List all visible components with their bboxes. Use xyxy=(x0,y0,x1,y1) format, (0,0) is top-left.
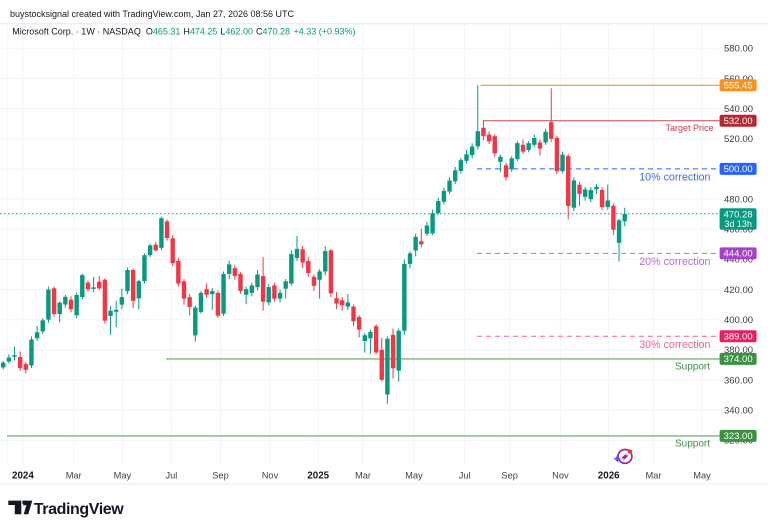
svg-text:444.00: 444.00 xyxy=(724,249,753,260)
svg-text:May: May xyxy=(405,470,423,480)
svg-text:460.00: 460.00 xyxy=(724,225,753,236)
svg-text:470.28: 470.28 xyxy=(724,209,753,220)
svg-text:374.00: 374.00 xyxy=(724,354,753,365)
svg-text:389.00: 389.00 xyxy=(724,332,753,343)
svg-text:10% correction: 10% correction xyxy=(639,171,710,183)
svg-text:2024: 2024 xyxy=(12,470,34,481)
svg-text:520.00: 520.00 xyxy=(724,134,753,145)
svg-text:30% correction: 30% correction xyxy=(639,339,710,351)
svg-text:440.00: 440.00 xyxy=(724,255,753,266)
svg-text:400.00: 400.00 xyxy=(724,315,753,326)
svg-text:TradingView: TradingView xyxy=(34,501,125,518)
svg-text:Nov: Nov xyxy=(262,470,279,480)
svg-text:buystocksignal created with Tr: buystocksignal created with TradingView.… xyxy=(10,9,294,19)
svg-text:532.00: 532.00 xyxy=(724,116,753,127)
svg-text:555.45: 555.45 xyxy=(724,81,753,92)
svg-text:May: May xyxy=(114,470,132,480)
svg-text:May: May xyxy=(693,470,711,480)
svg-text:Support: Support xyxy=(675,439,710,450)
svg-text:Jul: Jul xyxy=(459,470,471,480)
svg-text:340.00: 340.00 xyxy=(724,406,753,417)
svg-text:Nov: Nov xyxy=(552,470,569,480)
svg-text:Sep: Sep xyxy=(212,470,229,480)
svg-text:Support: Support xyxy=(675,362,710,373)
svg-text:Mar: Mar xyxy=(355,470,371,480)
svg-text:Jul: Jul xyxy=(165,470,177,480)
svg-text:380.00: 380.00 xyxy=(724,345,753,356)
svg-text:Mar: Mar xyxy=(645,470,661,480)
svg-text:Target Price: Target Price xyxy=(665,123,713,133)
svg-text:3d 13h: 3d 13h xyxy=(724,219,752,229)
svg-text:420.00: 420.00 xyxy=(724,285,753,296)
svg-text:Mar: Mar xyxy=(66,470,82,480)
svg-text:2026: 2026 xyxy=(598,470,620,481)
svg-text:323.00: 323.00 xyxy=(724,431,753,442)
svg-text:540.00: 540.00 xyxy=(724,104,753,115)
svg-text:500.00: 500.00 xyxy=(724,164,753,175)
svg-text:480.00: 480.00 xyxy=(724,194,753,205)
svg-text:20% correction: 20% correction xyxy=(639,256,710,268)
svg-text:Sep: Sep xyxy=(501,470,518,480)
svg-text:580.00: 580.00 xyxy=(724,44,753,55)
svg-text:2025: 2025 xyxy=(307,470,329,481)
svg-text:360.00: 360.00 xyxy=(724,375,753,386)
